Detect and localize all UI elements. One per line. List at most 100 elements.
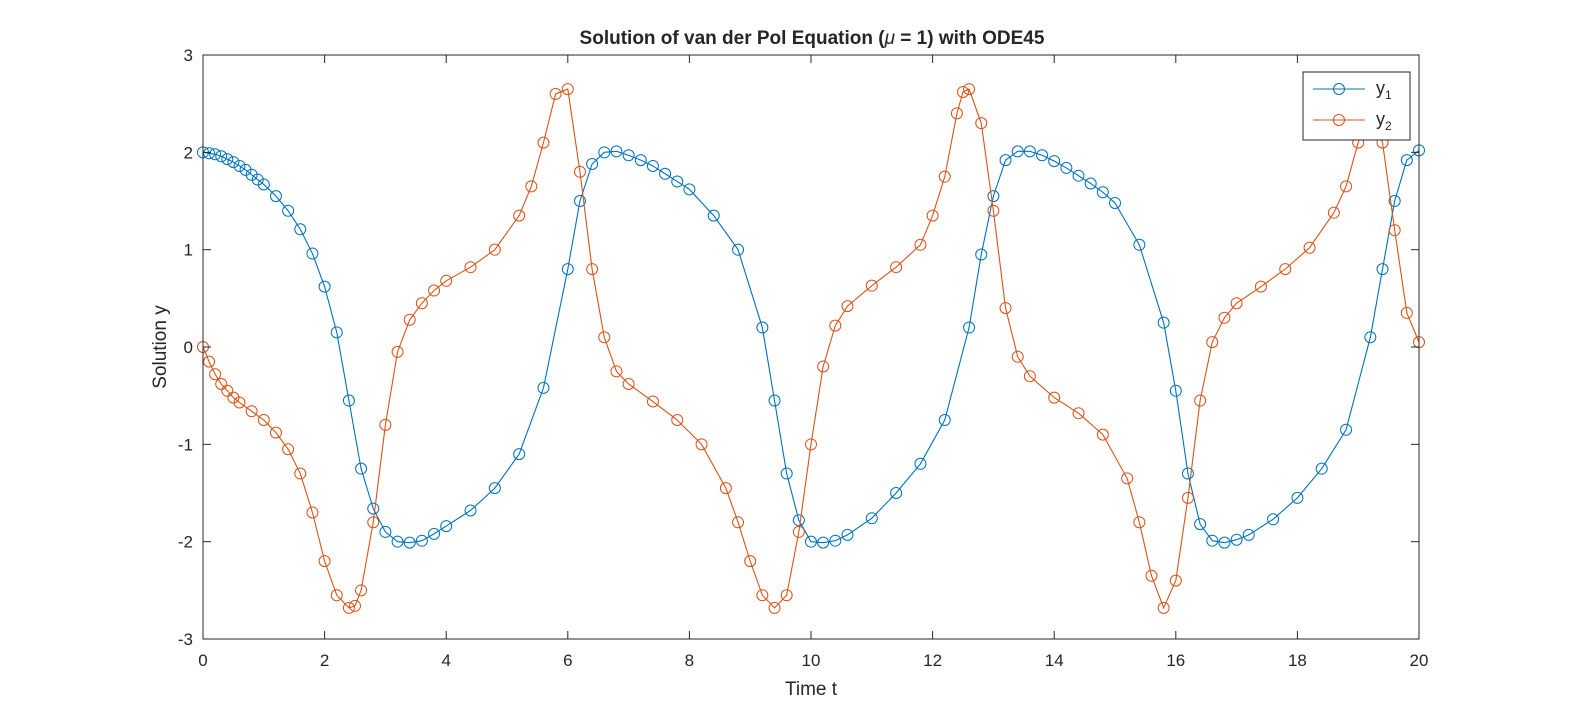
data-point-y2 [209, 368, 222, 381]
data-point-y2 [829, 319, 842, 332]
data-point-y1 [227, 156, 240, 169]
data-point-y1 [342, 394, 355, 407]
data-point-y2 [671, 414, 684, 426]
data-point-y2 [768, 601, 781, 614]
data-point-y2 [817, 360, 830, 373]
data-point-y2 [573, 165, 586, 178]
x-tick-label: 6 [563, 651, 572, 670]
data-point-y1 [330, 326, 343, 339]
chart-title-rest: = 1) with ODE45 [895, 28, 1045, 49]
data-point-y2 [598, 331, 611, 344]
data-point-y2 [890, 261, 903, 274]
data-point-y1 [403, 536, 416, 549]
legend-label-y2-name: y [1376, 109, 1385, 129]
data-point-y2 [646, 395, 659, 408]
data-point-y2 [1072, 407, 1085, 420]
data-point-y1 [1376, 263, 1389, 276]
data-point-y2 [1327, 206, 1340, 219]
data-point-y1 [1242, 528, 1255, 541]
data-point-y2 [792, 525, 805, 538]
data-point-y1 [306, 247, 319, 260]
data-point-y2 [233, 396, 246, 409]
data-point-y1 [367, 502, 380, 515]
data-point-y1 [805, 535, 817, 548]
data-point-y2 [963, 83, 976, 96]
data-point-y2 [622, 377, 635, 390]
data-point-y1 [513, 448, 526, 461]
data-point-y1 [488, 482, 501, 495]
data-point-y1 [379, 525, 392, 538]
data-point-y1 [841, 528, 854, 541]
data-point-y1 [914, 457, 927, 470]
axes-background [203, 55, 1419, 639]
data-point-y2 [306, 506, 319, 519]
data-point-y2 [203, 355, 216, 368]
data-point-y2 [215, 377, 228, 390]
data-point-y1 [999, 154, 1012, 167]
data-point-y2 [1388, 224, 1401, 237]
data-point-y1 [963, 321, 976, 334]
data-point-y1 [1133, 238, 1146, 251]
x-tick-label: 4 [441, 651, 450, 670]
data-point-y2 [349, 599, 361, 612]
data-point-y1 [1036, 149, 1049, 162]
data-point-y2 [719, 482, 732, 495]
data-point-y1 [634, 154, 647, 167]
data-point-y1 [233, 159, 246, 172]
data-point-y2 [403, 313, 416, 326]
data-point-y2 [1254, 280, 1267, 293]
y-tick-label: 0 [184, 338, 193, 357]
data-point-y2 [330, 589, 343, 602]
data-point-y1 [537, 381, 550, 394]
data-point-y1 [586, 158, 599, 171]
data-point-y2 [805, 438, 817, 451]
data-point-y2 [379, 418, 392, 431]
data-point-y2 [561, 83, 574, 96]
data-point-y1 [1315, 462, 1328, 475]
data-point-y2 [695, 438, 708, 451]
data-point-y1 [221, 153, 234, 166]
data-point-y2 [464, 261, 477, 274]
y-tick-label: 1 [184, 241, 193, 260]
data-point-y2 [1048, 391, 1061, 404]
data-point-y1 [282, 204, 295, 217]
data-point-y1 [1048, 155, 1061, 168]
data-point-y1 [707, 209, 720, 222]
series-y2 [197, 83, 1425, 614]
data-point-y1 [391, 535, 404, 548]
data-point-y2 [1181, 491, 1194, 504]
data-point-y2 [914, 238, 927, 251]
data-point-y2 [257, 414, 270, 426]
data-point-y1 [1230, 533, 1243, 546]
legend-label-y2-sub: 2 [1385, 119, 1392, 133]
data-point-y2 [440, 274, 453, 287]
data-point-y2 [610, 365, 623, 378]
data-point-y1 [464, 504, 477, 517]
data-point-y1 [792, 514, 805, 527]
data-point-y2 [294, 467, 307, 480]
data-point-y2 [1206, 336, 1219, 349]
x-tick-label: 14 [1045, 651, 1064, 670]
data-point-y2 [756, 589, 769, 602]
data-point-y2 [415, 297, 428, 310]
data-point-y1 [1060, 161, 1073, 174]
data-point-y1 [780, 467, 793, 480]
data-point-y1 [1218, 536, 1231, 549]
data-point-y1 [1364, 331, 1377, 344]
y-tick-label: -1 [178, 435, 193, 454]
data-point-y1 [975, 248, 988, 261]
legend[interactable]: y1 y2 [1302, 71, 1411, 141]
x-tick-label: 18 [1288, 651, 1307, 670]
data-point-y1 [1291, 491, 1304, 504]
data-point-y1 [1340, 423, 1353, 436]
data-point-y1 [203, 147, 216, 160]
data-point-y1 [269, 190, 282, 203]
data-point-y2 [1400, 306, 1413, 319]
data-point-y1 [1072, 169, 1085, 182]
x-tick-label: 12 [923, 651, 942, 670]
y-axis-label: Solution y [150, 305, 171, 389]
data-point-y2 [1194, 394, 1207, 407]
data-point-y1 [209, 148, 222, 161]
data-point-y1 [659, 167, 672, 180]
